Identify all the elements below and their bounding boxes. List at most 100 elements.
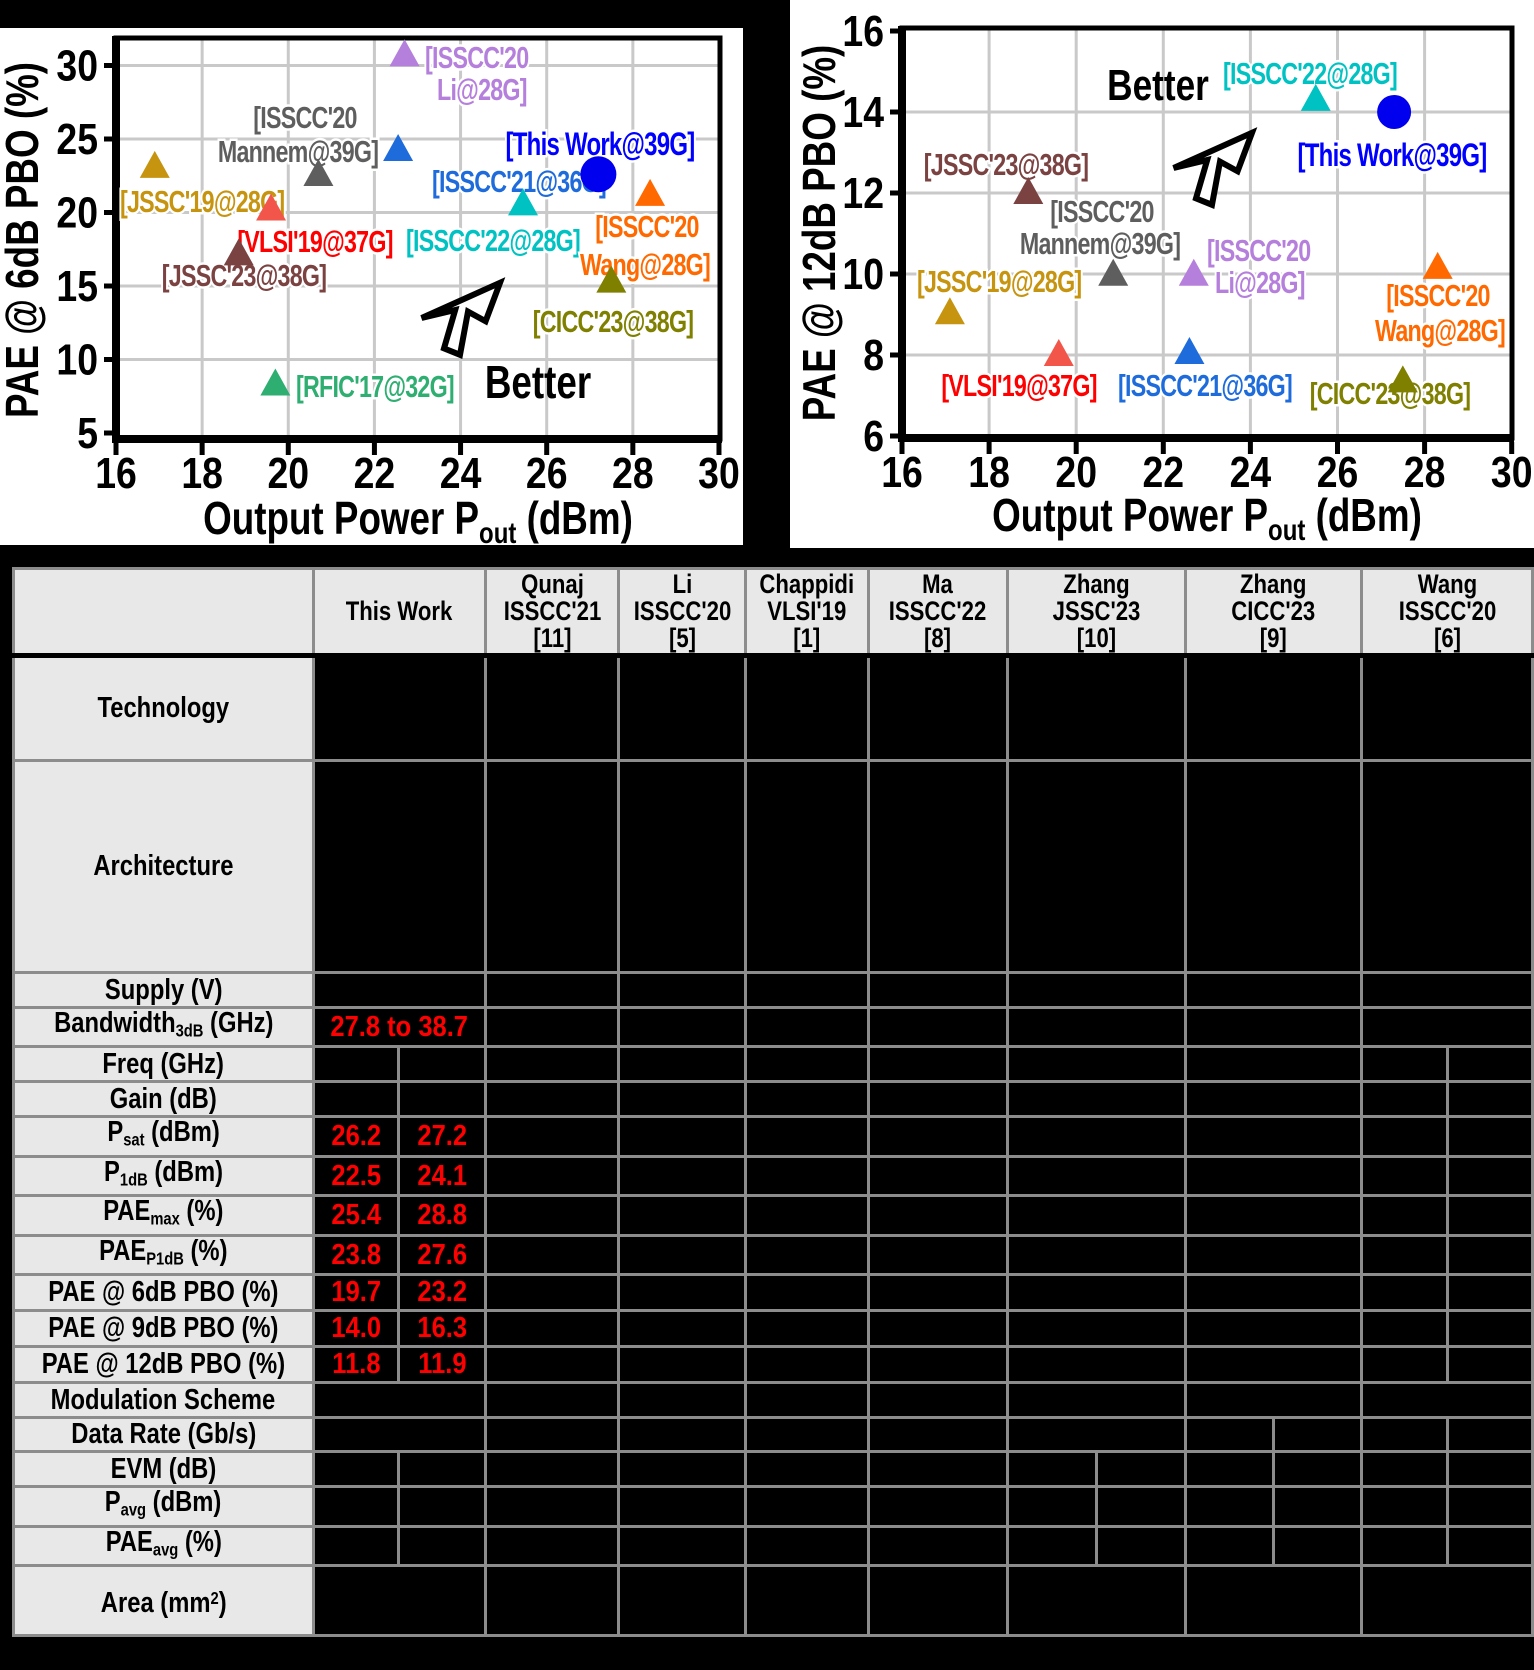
cell-pae-12db-this-work-b: 11.9: [397, 1345, 487, 1385]
cell-technology-wang: [1360, 654, 1534, 762]
cell-freq-ma: [866, 1045, 1010, 1084]
cell-pae-avg-zhang-cicc-b: [1271, 1524, 1364, 1568]
cell-pae-9db-qunaj: [483, 1309, 621, 1349]
cell-data-rate-zhang-jssc: [1006, 1416, 1187, 1454]
cell-modulation-qunaj: [483, 1381, 621, 1420]
cell-data-rate-li: [617, 1416, 747, 1454]
cell-architecture-zhang-cicc: [1183, 759, 1364, 974]
cell-pae-12db-zhang-cicc: [1183, 1345, 1364, 1385]
cell-gain-this-work-b: [397, 1080, 487, 1119]
cell-pae-9db-wang-b: [1445, 1309, 1534, 1349]
cell-pae-max-chappidi: [743, 1194, 870, 1237]
col-header-chappidi: Chappidi VLSI'19 [1]: [743, 567, 870, 658]
data-point-cicc23-38g: [596, 265, 627, 293]
cell-pae-12db-wang-a: [1360, 1345, 1449, 1385]
col-header-li: Li ISSCC'20 [5]: [617, 567, 747, 658]
x-tick-label: 20: [1055, 447, 1097, 497]
cell-pae-9db-this-work-b: 16.3: [397, 1309, 487, 1349]
cell-modulation-zhang-jssc: [1006, 1381, 1187, 1420]
cell-psat-this-work-b: 27.2: [397, 1115, 487, 1158]
point-label: Mannem@39G]: [218, 134, 378, 169]
col-header-ma: Ma ISSCC'22 [8]: [866, 567, 1010, 658]
cell-pae-9db-chappidi: [743, 1309, 870, 1349]
scatter-plot-right: 16 18 20 22 24 26 28 30 6 8 10 12 14 16 Output Power P…: [790, 0, 1534, 548]
cell-freq-this-work-a: [311, 1045, 401, 1084]
cell-pae-max-wang-b: [1445, 1194, 1534, 1237]
cell-pae-12db-qunaj: [483, 1345, 621, 1385]
cell-architecture-li: [617, 759, 747, 974]
cell-evm-li: [617, 1450, 747, 1489]
cell-pae-12db-zhang-jssc: [1006, 1345, 1187, 1385]
data-point-jssc23-38g: [223, 238, 254, 266]
point-label: [ISSCC'20: [1050, 194, 1154, 229]
cell-pae-max-li: [617, 1194, 747, 1237]
cell-technology-ma: [866, 654, 1010, 762]
x-tick-label: 30: [698, 448, 740, 498]
data-point-cicc23-38g: [1387, 365, 1418, 393]
cell-pae-avg-zhang-cicc-a: [1183, 1524, 1275, 1568]
cell-pae-12db-this-work-a: 11.8: [311, 1345, 401, 1385]
point-label: [ISSCC'21@36G]: [1118, 368, 1292, 403]
y-tick-label: 5: [77, 408, 98, 458]
cell-modulation-wang: [1360, 1381, 1534, 1420]
cell-psat-qunaj: [483, 1115, 621, 1158]
cell-evm-wang-a: [1360, 1450, 1449, 1489]
cell-supply-zhang-cicc: [1183, 971, 1364, 1009]
cell-pae-6db-this-work-b: 23.2: [397, 1273, 487, 1313]
cell-evm-qunaj: [483, 1450, 621, 1489]
cell-evm-zhang-cicc-a: [1183, 1450, 1275, 1489]
point-label: [ISSCC'22@28G]: [1223, 56, 1397, 91]
point-label: [ISSCC'21@36G]: [432, 164, 606, 199]
cell-modulation-zhang-cicc: [1183, 1381, 1364, 1420]
data-point-jssc19-28g: [139, 150, 170, 178]
cell-technology-zhang-cicc: [1183, 654, 1364, 762]
comparison-table: This Work Qunaj ISSCC'21 [11] Li ISSCC'20 [5] C…: [12, 567, 1534, 1638]
cell-p1db-qunaj: [483, 1154, 621, 1198]
cell-freq-this-work-b: [397, 1045, 487, 1084]
cell-pae-max-qunaj: [483, 1194, 621, 1237]
cell-pae-6db-wang-b: [1445, 1273, 1534, 1313]
cell-data-rate-wang-b: [1445, 1416, 1534, 1454]
point-label: [VLSI'19@37G]: [941, 368, 1096, 403]
x-tick-label: 26: [1317, 447, 1359, 497]
cell-data-rate-chappidi: [743, 1416, 870, 1454]
col-header-zhang-cicc: Zhang CICC'23 [9]: [1183, 567, 1364, 658]
cell-technology-chappidi: [743, 654, 870, 762]
row-label-pae-6db: PAE @ 6dB PBO (%): [12, 1273, 315, 1313]
data-point-isscc22-28g: [508, 188, 539, 216]
cell-pavg-li: [617, 1485, 747, 1528]
cell-supply-li: [617, 971, 747, 1009]
cell-bandwidth-li: [617, 1005, 747, 1049]
point-label: [CICC'23@38G]: [1310, 376, 1471, 411]
cell-supply-qunaj: [483, 971, 621, 1009]
cell-architecture-qunaj: [483, 759, 621, 974]
point-label: Li@28G]: [437, 72, 527, 107]
cell-pae-max-zhang-cicc: [1183, 1194, 1364, 1237]
cell-evm-this-work-a: [311, 1450, 401, 1489]
better-arrow-icon: [420, 277, 506, 359]
x-tick-label: 28: [612, 448, 654, 498]
cell-gain-this-work-a: [311, 1080, 401, 1119]
point-label: Mannem@39G]: [1020, 226, 1180, 261]
cell-freq-chappidi: [743, 1045, 870, 1084]
cell-pavg-this-work-b: [397, 1485, 487, 1528]
cell-gain-qunaj: [483, 1080, 621, 1119]
cell-pae-9db-this-work-a: 14.0: [311, 1309, 401, 1349]
cell-gain-li: [617, 1080, 747, 1119]
cell-pavg-this-work-a: [311, 1485, 401, 1528]
data-point-rfic17-32g: [260, 368, 291, 396]
point-label: Wang@28G]: [580, 247, 710, 282]
cell-gain-chappidi: [743, 1080, 870, 1119]
cell-pae-avg-wang-a: [1360, 1524, 1449, 1568]
cell-psat-li: [617, 1115, 747, 1158]
better-text: Better: [1107, 61, 1209, 110]
cell-pae-6db-wang-a: [1360, 1273, 1449, 1313]
cell-p1db-this-work-a: 22.5: [311, 1154, 401, 1198]
x-tick-label: 28: [1404, 447, 1446, 497]
row-label-architecture: Architecture: [12, 759, 315, 974]
row-label-area: Area (mm2): [12, 1564, 315, 1638]
cell-architecture-wang: [1360, 759, 1534, 974]
cell-pae-6db-zhang-jssc: [1006, 1273, 1187, 1313]
point-label: [CICC'23@38G]: [533, 304, 694, 339]
